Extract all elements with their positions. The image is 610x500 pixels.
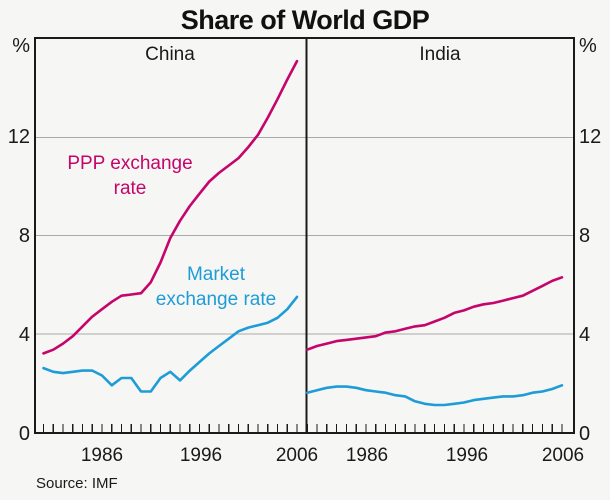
line-india-market [305, 383, 564, 407]
market-series-label-line1: Market [186, 264, 246, 285]
market-series-label-line2: exchange rate [155, 289, 277, 310]
panel-divider [305, 39, 308, 432]
y-tick-left-0: 0 [18, 423, 30, 445]
ppp-series-label-line2: rate [113, 178, 147, 199]
y-axis-unit-right: % [579, 35, 597, 57]
line-china-ppp [42, 59, 299, 355]
x-tick-china-1996: 1996 [179, 445, 223, 466]
ppp-series-label: PPP exchange rate [55, 151, 205, 201]
x-tick-china-1986: 1986 [80, 445, 124, 466]
x-tick-india-2006: 2006 [541, 445, 585, 466]
y-tick-right-0: 0 [579, 423, 591, 445]
y-axis-unit-left: % [12, 35, 30, 57]
y-tick-right-8: 8 [579, 225, 591, 247]
y-tick-left-8: 8 [18, 225, 30, 247]
source-note: Source: IMF [36, 475, 118, 492]
x-tick-china-2006: 2006 [275, 445, 319, 466]
y-tick-right-4: 4 [579, 324, 591, 346]
x-tick-india-1986: 1986 [345, 445, 389, 466]
y-tick-left-4: 4 [18, 324, 30, 346]
y-tick-left-12: 12 [7, 126, 30, 148]
market-series-label: Market exchange rate [140, 262, 292, 312]
x-tick-india-1996: 1996 [445, 445, 489, 466]
page-title: Share of World GDP [180, 5, 430, 35]
panel-title-india: India [419, 44, 461, 65]
plot-area [36, 39, 573, 432]
y-tick-right-12: 12 [579, 126, 602, 148]
plot-frame [34, 37, 575, 434]
panel-title-china: China [145, 44, 195, 65]
ppp-series-label-line1: PPP exchange [67, 153, 193, 174]
line-india-ppp [305, 276, 564, 352]
line-china-market [42, 295, 299, 393]
